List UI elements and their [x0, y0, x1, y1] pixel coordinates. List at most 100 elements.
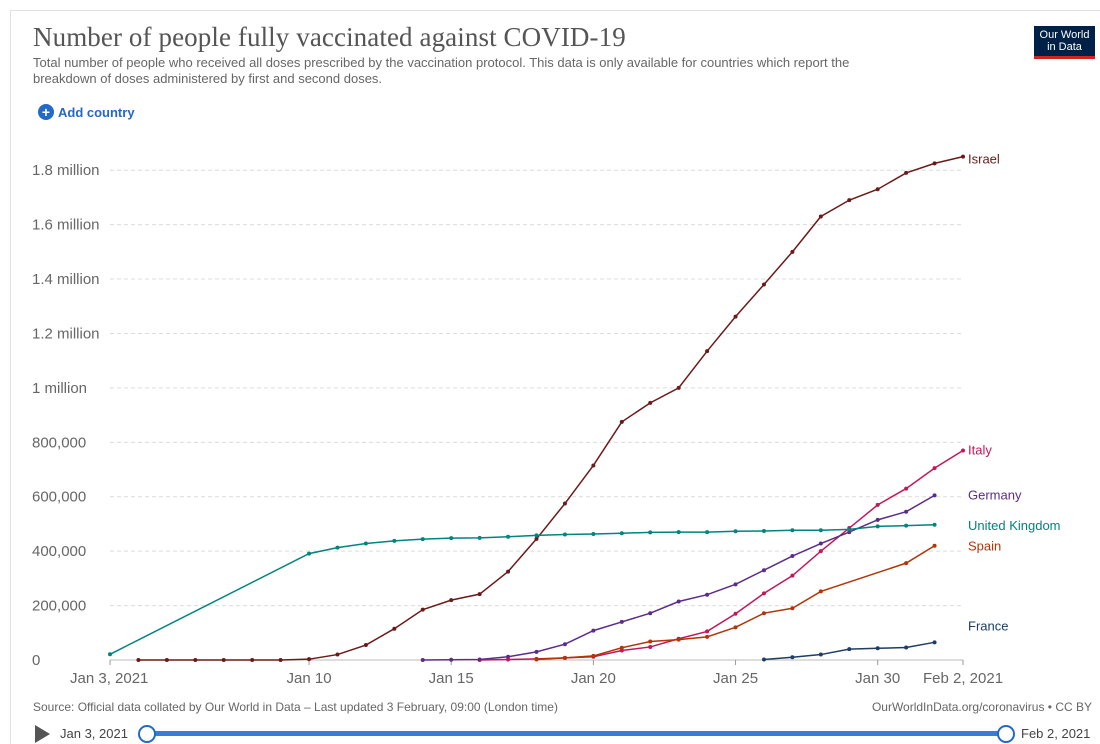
timeline-track[interactable] — [146, 731, 1005, 736]
data-point-united-kingdom — [904, 523, 909, 528]
data-point-italy — [818, 549, 823, 554]
data-point-france — [932, 640, 937, 645]
y-tick-label: 1.2 million — [32, 325, 100, 342]
data-point-germany — [534, 649, 539, 654]
data-point-israel — [477, 592, 482, 597]
data-point-united-kingdom — [932, 522, 937, 527]
chart-frame — [10, 10, 1100, 744]
data-point-spain — [648, 639, 653, 644]
data-point-israel — [250, 658, 255, 662]
data-point-israel — [449, 598, 454, 603]
timeline-end-label: Feb 2, 2021 — [1021, 726, 1091, 741]
data-point-spain — [619, 645, 624, 650]
y-tick-label: 400,000 — [32, 543, 86, 560]
data-point-spain — [733, 625, 738, 630]
data-point-germany — [506, 654, 511, 659]
data-point-united-kingdom — [761, 529, 766, 534]
data-point-israel — [562, 501, 567, 506]
y-tick-label: 600,000 — [32, 489, 86, 506]
data-point-germany — [904, 509, 909, 514]
data-point-germany — [733, 582, 738, 587]
line-chart[interactable]: 0 200,000 400,000 600,000 800,000 1 million 1.… — [0, 0, 1100, 700]
credit-link[interactable]: OurWorldInData.org/coronavirus • CC BY — [871, 700, 1092, 714]
series-label-france: France — [968, 618, 1008, 633]
data-point-france — [818, 652, 823, 657]
data-point-germany — [648, 611, 653, 616]
data-point-italy — [904, 486, 909, 491]
y-tick-label: 1.4 million — [32, 271, 100, 288]
data-point-spain — [932, 543, 937, 548]
play-icon[interactable] — [35, 725, 50, 743]
plus-circle-icon: + — [38, 104, 54, 120]
data-point-germany — [619, 619, 624, 624]
data-point-france — [847, 647, 852, 652]
y-tick-label: 1.6 million — [32, 217, 100, 234]
data-point-spain — [705, 634, 710, 639]
data-point-spain — [591, 653, 596, 658]
data-point-israel — [733, 314, 738, 319]
data-point-united-kingdom — [619, 531, 624, 536]
data-point-israel — [278, 658, 283, 662]
y-tick-label: 800,000 — [32, 434, 86, 451]
data-point-spain — [904, 561, 909, 566]
x-tick-label: Jan 20 — [571, 670, 616, 687]
series-label-united-kingdom: United Kingdom — [968, 518, 1061, 533]
data-point-israel — [847, 198, 852, 203]
data-point-israel — [506, 569, 511, 574]
data-point-spain — [818, 589, 823, 594]
data-point-germany — [420, 658, 425, 662]
data-point-united-kingdom — [420, 537, 425, 542]
logo-line-1: Our World — [1039, 29, 1090, 41]
data-point-united-kingdom — [790, 528, 795, 533]
data-point-israel — [363, 643, 368, 648]
data-point-israel — [193, 658, 198, 662]
timeline-start-handle[interactable] — [138, 725, 156, 743]
data-point-germany — [676, 599, 681, 604]
data-point-israel — [648, 400, 653, 405]
data-point-italy — [875, 502, 880, 507]
source-note: Source: Official data collated by Our Wo… — [33, 700, 558, 714]
add-country-label: Add country — [58, 104, 135, 120]
y-tick-label: 1.8 million — [32, 162, 100, 179]
timeline-start-label: Jan 3, 2021 — [60, 726, 128, 741]
data-point-united-kingdom — [705, 530, 710, 535]
data-point-italy — [761, 591, 766, 596]
add-country-button[interactable]: + Add country — [38, 104, 135, 120]
data-point-united-kingdom — [534, 533, 539, 538]
y-tick-label: 0 — [32, 652, 40, 669]
x-tick-label: Jan 15 — [429, 670, 474, 687]
data-point-israel — [392, 626, 397, 631]
x-tick-label: Jan 3, 2021 — [70, 670, 148, 687]
data-point-israel — [307, 657, 312, 662]
data-point-united-kingdom — [335, 545, 340, 550]
data-point-israel — [221, 658, 226, 662]
data-point-united-kingdom — [562, 532, 567, 537]
data-point-germany — [790, 554, 795, 559]
data-point-united-kingdom — [108, 652, 112, 657]
data-point-israel — [164, 658, 169, 662]
data-point-germany — [875, 517, 880, 522]
data-point-israel — [761, 282, 766, 287]
data-point-germany — [591, 628, 596, 633]
data-point-germany — [705, 592, 710, 597]
data-point-france — [761, 657, 766, 662]
data-point-italy — [932, 466, 937, 471]
data-point-united-kingdom — [818, 528, 823, 533]
data-point-united-kingdom — [307, 551, 312, 556]
data-point-israel — [591, 463, 596, 468]
owid-logo[interactable]: Our World in Data — [1034, 26, 1095, 59]
data-point-france — [904, 645, 909, 650]
data-point-italy — [790, 573, 795, 578]
data-point-israel — [705, 349, 710, 354]
data-point-united-kingdom — [449, 536, 454, 541]
series-label-germany: Germany — [968, 487, 1022, 502]
data-point-spain — [761, 611, 766, 616]
data-point-italy — [733, 611, 738, 616]
data-point-spain — [562, 655, 567, 660]
x-tick-label: Feb 2, 2021 — [923, 670, 1003, 687]
data-point-israel — [818, 214, 823, 219]
series-line-italy — [479, 449, 964, 661]
timeline-end-handle[interactable] — [997, 725, 1015, 743]
data-point-israel — [932, 161, 937, 166]
data-point-spain — [534, 657, 539, 662]
